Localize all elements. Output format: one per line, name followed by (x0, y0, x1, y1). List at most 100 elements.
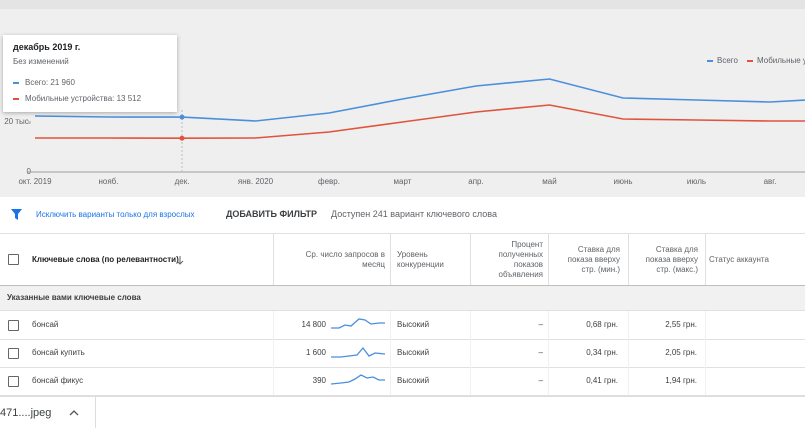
column-divider (628, 311, 629, 339)
checkbox[interactable] (8, 320, 19, 331)
series-line (34, 78, 805, 122)
top-strip (0, 0, 805, 9)
column-divider (390, 233, 391, 285)
table-cell: Высокий (397, 348, 430, 357)
x-tick-label: нояб. (98, 177, 118, 186)
column-divider (705, 339, 706, 367)
hover-point (179, 114, 185, 120)
x-tick-label: дек. (175, 177, 190, 186)
sort-arrow[interactable] (176, 256, 184, 265)
column-header[interactable]: Статус аккаунта (709, 255, 769, 264)
row-border (0, 233, 805, 234)
table-cell: бонсай купить (32, 348, 85, 357)
table-cell: 1 600 (305, 348, 326, 357)
table-cell: – (538, 376, 543, 385)
download-file[interactable]: 471....jpeg (0, 407, 52, 419)
row-border (0, 395, 805, 396)
x-tick-label: окт. 2019 (18, 177, 52, 186)
table-cell: 2,05 грн. (665, 348, 697, 357)
column-divider (705, 367, 706, 395)
column-divider (390, 339, 391, 367)
section-row (0, 286, 805, 310)
table-cell: бонсай (32, 320, 59, 329)
x-tick-label: апр. (468, 177, 483, 186)
table-cell: 2,55 грн. (665, 320, 697, 329)
column-header[interactable]: Ключевые слова (по релевантности) (32, 255, 179, 264)
x-tick-label: авг. (764, 177, 777, 186)
column-divider (628, 233, 629, 285)
checkbox[interactable] (8, 376, 19, 387)
checkbox[interactable] (8, 348, 19, 359)
x-tick-label: февр. (318, 177, 340, 186)
x-tick-label: июнь (613, 177, 632, 186)
x-tick-label: март (394, 177, 412, 186)
table-cell: 0,41 грн. (586, 376, 618, 385)
table-cell: 1,94 грн. (665, 376, 697, 385)
tooltip-title: декабрь 2019 г. (13, 42, 81, 52)
column-divider (705, 311, 706, 339)
column-divider (548, 233, 549, 285)
row-border (0, 285, 805, 286)
table-cell: 0,68 грн. (586, 320, 618, 329)
column-divider (470, 311, 471, 339)
column-divider (390, 367, 391, 395)
available-count: Доступен 241 вариант ключевого слова (331, 209, 497, 219)
row-border (0, 339, 805, 340)
tooltip-subtitle: Без изменений (13, 57, 69, 66)
tooltip-line: Мобильные устройства: 13 512 (25, 94, 142, 103)
filter-icon[interactable] (11, 209, 22, 220)
column-divider (273, 311, 274, 339)
column-divider (628, 367, 629, 395)
tooltip: декабрь 2019 г. Без изменений Всего: 21 … (3, 35, 177, 112)
table-cell: – (538, 348, 543, 357)
row-border (0, 367, 805, 368)
filter-bar: Исключить варианты только для взрослых Д… (0, 197, 805, 233)
tooltip-line: Всего: 21 960 (25, 78, 75, 87)
column-divider (273, 233, 274, 285)
keyword-table: Ключевые слова (по релевантности) Ср. чис… (0, 233, 805, 396)
table-cell: Высокий (397, 376, 430, 385)
column-header[interactable]: Ставка для показа вверху стр. (макс.) (645, 245, 698, 274)
column-divider (548, 339, 549, 367)
sparkline (331, 318, 385, 329)
column-divider (548, 311, 549, 339)
separator (95, 397, 96, 428)
column-divider (628, 339, 629, 367)
column-header[interactable]: Уровень конкуренции (397, 250, 444, 269)
download-bar: 471....jpeg (0, 396, 805, 428)
legend-label: Всего (717, 56, 739, 65)
chevron[interactable] (69, 409, 79, 416)
section-label: Указанные вами ключевые слова (7, 293, 141, 302)
column-divider (548, 367, 549, 395)
column-header[interactable]: Процент полученных показов объявления (498, 240, 544, 279)
sparkline (331, 346, 386, 358)
x-tick-label: янв. 2020 (238, 177, 274, 186)
exclude-adult-link[interactable]: Исключить варианты только для взрослых (36, 210, 195, 219)
table-cell: Высокий (397, 320, 430, 329)
table-cell: 390 (312, 376, 326, 385)
series-line (35, 104, 805, 140)
sparkline (331, 374, 385, 385)
x-tick-label: май (542, 177, 556, 186)
y-tick-label: 20 тыс. (4, 117, 31, 126)
table-cell: – (538, 320, 543, 329)
column-header[interactable]: Ставка для показа вверху стр. (мин.) (567, 245, 620, 274)
checkbox (8, 254, 19, 265)
add-filter-button[interactable]: ДОБАВИТЬ ФИЛЬТР (226, 209, 317, 219)
tooltip-swatch (13, 98, 19, 100)
column-divider (273, 367, 274, 395)
column-divider (470, 367, 471, 395)
column-divider (390, 311, 391, 339)
table-cell: бонсай фикус (32, 376, 84, 385)
x-tick-label: июль (687, 177, 706, 186)
column-divider (470, 233, 471, 285)
hover-point (179, 135, 185, 141)
column-divider (273, 339, 274, 367)
column-divider (470, 339, 471, 367)
column-header[interactable]: Ср. число запросов в месяц (305, 250, 385, 269)
tooltip-swatch (13, 82, 19, 84)
row-border (0, 310, 805, 311)
table-cell: 0,34 грн. (586, 348, 618, 357)
column-divider (705, 233, 706, 285)
table-cell: 14 800 (301, 320, 326, 329)
